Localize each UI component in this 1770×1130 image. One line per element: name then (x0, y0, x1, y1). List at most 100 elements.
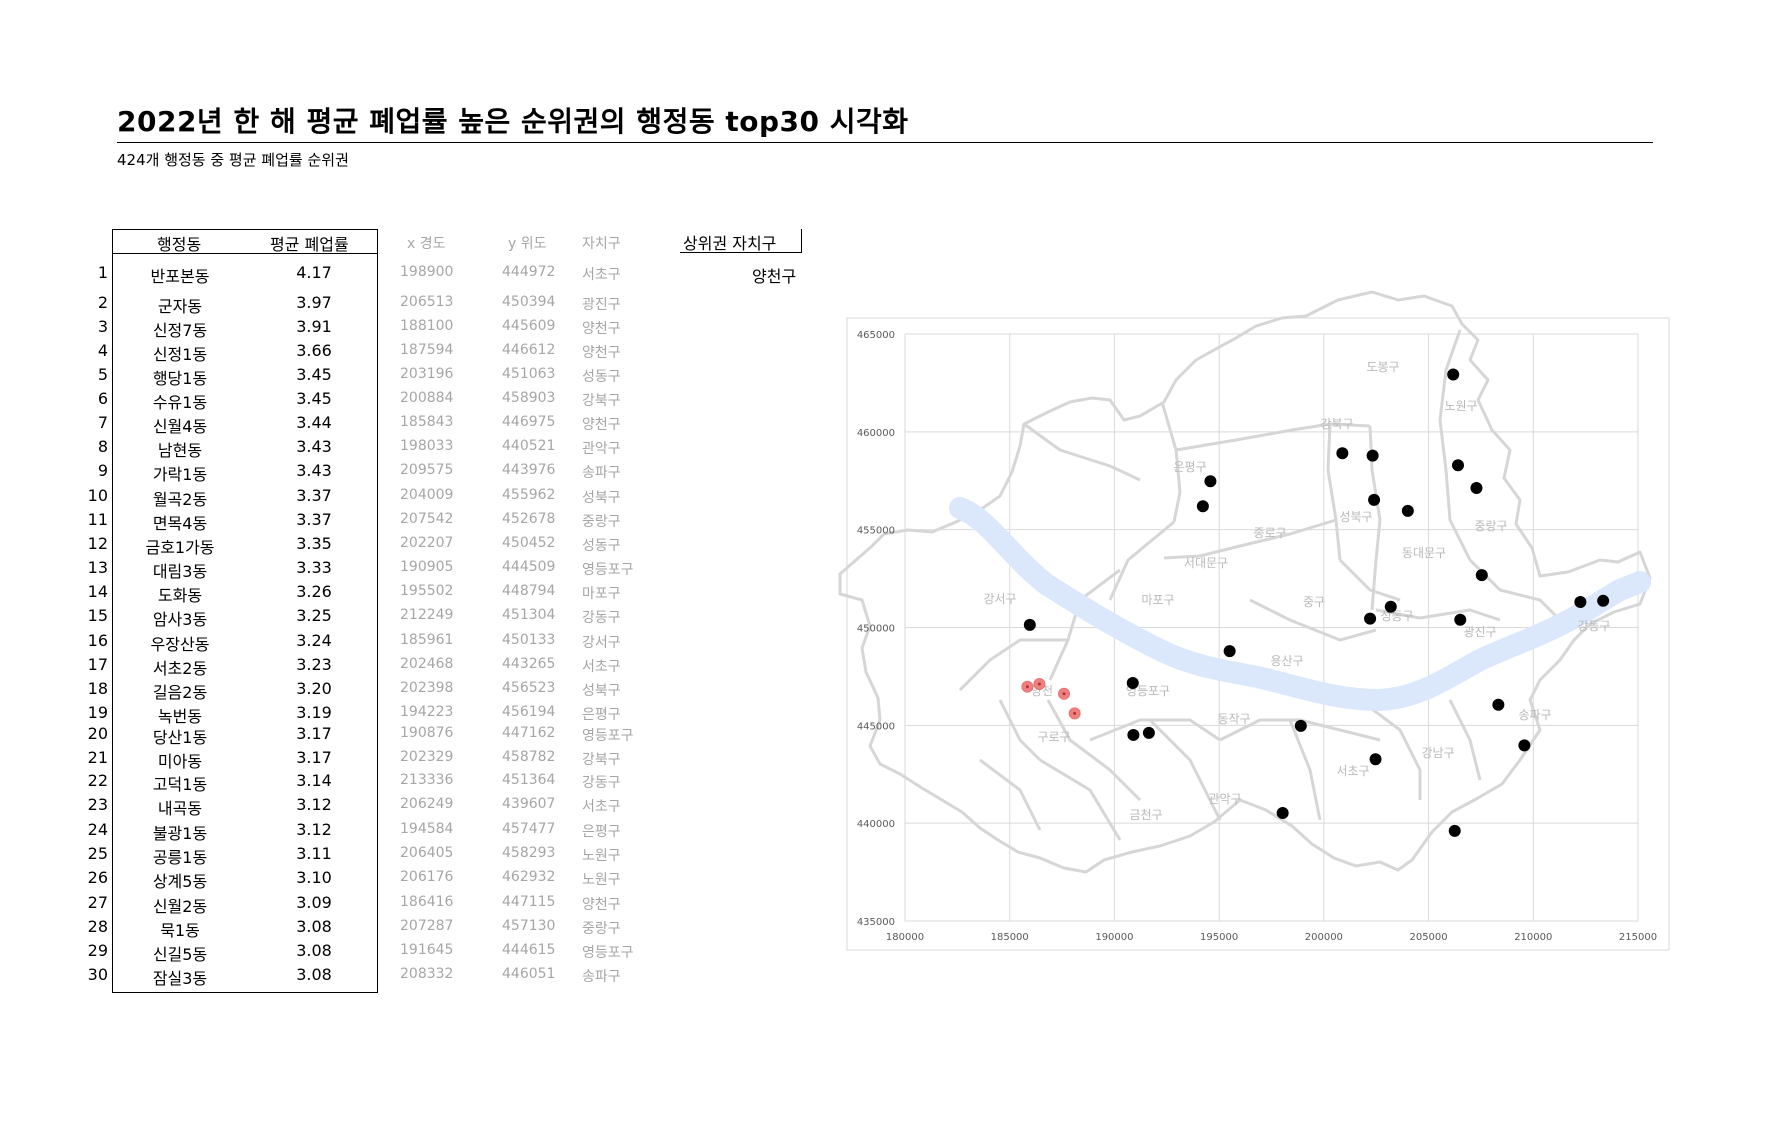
dong-name-cell: 남현동 (157, 441, 203, 460)
rate-cell: 3.12 (296, 795, 332, 814)
district-cell: 영등포구 (582, 728, 634, 744)
district-cell: 양천구 (582, 321, 621, 337)
rate-cell: 3.66 (296, 341, 332, 360)
dong-name-cell: 상계5동 (152, 872, 208, 891)
district-cell: 양천구 (582, 345, 621, 361)
lon-cell: 198033 (400, 438, 454, 454)
y-tick-label: 440000 (857, 819, 895, 830)
lat-cell: 444615 (502, 942, 556, 958)
rank-cell: 1 (97, 263, 108, 282)
data-point-center-3 (1073, 711, 1077, 715)
rank-cell: 8 (97, 437, 108, 456)
lon-cell: 188100 (400, 318, 454, 334)
lat-cell: 446612 (502, 342, 556, 358)
district-label-yeongdeungpo: 영등포구 (1126, 684, 1170, 698)
district-cell: 관악구 (582, 441, 621, 457)
district-label-guro: 구로구 (1037, 730, 1070, 744)
lat-cell: 447162 (502, 725, 556, 741)
rank-cell: 16 (87, 631, 108, 650)
lat-cell: 457130 (502, 918, 556, 934)
rank-cell: 14 (87, 582, 108, 601)
data-point-16 (1023, 618, 1036, 631)
x-tick-label: 210000 (1514, 932, 1552, 943)
lat-cell: 455962 (502, 487, 556, 503)
rate-cell: 3.43 (296, 461, 332, 480)
dong-name-cell: 묵1동 (160, 921, 200, 940)
rate-cell: 3.10 (296, 868, 332, 887)
lon-cell: 206405 (400, 845, 454, 861)
district-cell: 영등포구 (582, 562, 634, 578)
lat-cell: 446975 (502, 414, 556, 430)
data-point-21 (1366, 449, 1379, 462)
data-point-19 (1196, 500, 1209, 513)
lon-cell: 186416 (400, 894, 454, 910)
rank-cell: 24 (87, 820, 108, 839)
data-point-24 (1204, 475, 1217, 488)
data-point-17 (1369, 753, 1382, 766)
dong-name-cell: 우장산동 (150, 635, 210, 654)
data-point-10 (1401, 504, 1414, 517)
rank-cell: 12 (87, 534, 108, 553)
lon-cell: 194223 (400, 704, 454, 720)
data-point-12 (1364, 612, 1377, 625)
data-point-2 (1454, 613, 1467, 626)
lon-cell: 190905 (400, 559, 454, 575)
district-cell: 노원구 (582, 872, 621, 888)
dong-name-cell: 내곡동 (157, 799, 203, 818)
x-tick-label: 185000 (991, 932, 1029, 943)
han-river (949, 497, 1651, 712)
header-lon: x 경도 (407, 236, 446, 252)
district-cell: 중랑구 (582, 921, 621, 937)
lon-cell: 202329 (400, 749, 454, 765)
data-point-11 (1475, 569, 1488, 582)
lat-cell: 446051 (502, 966, 556, 982)
dong-name-cell: 신월4동 (152, 417, 208, 436)
data-point-center-27 (1037, 682, 1041, 686)
district-label-seongbuk: 성북구 (1339, 510, 1372, 524)
x-tick-label: 200000 (1305, 932, 1343, 943)
data-point-30 (1492, 698, 1505, 711)
rank-cell: 5 (97, 365, 108, 384)
district-label-gangseo: 강서구 (983, 592, 1016, 606)
district-label-dongjak: 동작구 (1217, 712, 1250, 726)
lat-cell: 450133 (502, 632, 556, 648)
district-cell: 성동구 (582, 538, 621, 554)
district-cell: 양천구 (582, 897, 621, 913)
district-cell: 양천구 (582, 417, 621, 433)
dong-name-cell: 암사3동 (152, 610, 208, 629)
rank-cell: 13 (87, 558, 108, 577)
data-point-18 (1368, 493, 1381, 506)
district-label-yongsan: 용산구 (1270, 654, 1303, 668)
district-label-jongno: 종로구 (1253, 526, 1286, 540)
rate-cell: 3.14 (296, 771, 332, 790)
rate-cell: 3.35 (296, 534, 332, 553)
rate-cell: 3.19 (296, 703, 332, 722)
dong-name-cell: 미아동 (157, 752, 203, 771)
page-subtitle: 424개 행정동 중 평균 폐업률 순위권 (117, 151, 349, 169)
data-point-13 (1127, 728, 1140, 741)
lat-cell: 462932 (502, 869, 556, 885)
data-point-5 (1384, 600, 1397, 613)
lat-cell: 458903 (502, 390, 556, 406)
dong-name-cell: 대림3동 (152, 562, 208, 581)
rank-cell: 26 (87, 868, 108, 887)
district-label-gangdong: 강동구 (1577, 619, 1610, 633)
dong-name-cell: 길음2동 (152, 683, 208, 702)
rate-cell: 3.17 (296, 724, 332, 743)
rank-cell: 3 (97, 317, 108, 336)
lat-cell: 450452 (502, 535, 556, 551)
lon-cell: 206176 (400, 869, 454, 885)
dong-name-cell: 군자동 (157, 297, 203, 316)
rate-cell: 3.25 (296, 606, 332, 625)
lat-cell: 443976 (502, 462, 556, 478)
district-label-gwangjin: 광진구 (1463, 625, 1496, 639)
lat-cell: 447115 (502, 894, 556, 910)
lon-cell: 185961 (400, 632, 454, 648)
district-cell: 송파구 (582, 465, 621, 481)
top-district-header: 상위권 자치구 (683, 234, 777, 253)
dong-name-cell: 신길5동 (152, 945, 208, 964)
rate-cell: 4.17 (296, 263, 332, 282)
rate-cell: 3.09 (296, 893, 332, 912)
rate-cell: 3.44 (296, 413, 332, 432)
